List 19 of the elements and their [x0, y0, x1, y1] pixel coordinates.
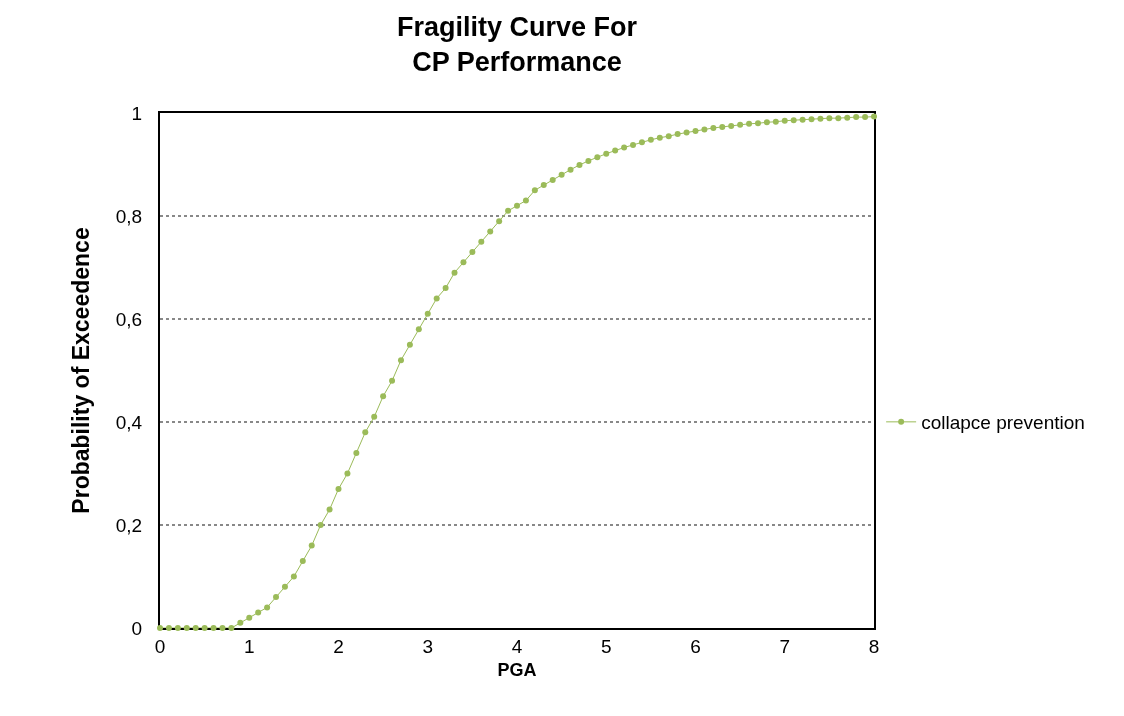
- x-axis-title: PGA: [497, 660, 537, 681]
- x-tick-label: 3: [422, 635, 434, 657]
- x-tick-label: 7: [779, 635, 791, 657]
- x-tick-label: 2: [333, 635, 344, 657]
- y-tick-label: 0,2: [115, 514, 143, 536]
- legend-label: collapce prevention: [921, 412, 1085, 434]
- x-tick-label: 5: [600, 635, 612, 657]
- chart-title: Fragility Curve For CP Performance: [396, 11, 638, 77]
- y-tick-label: 0: [131, 617, 143, 639]
- x-tick-label: 8: [868, 635, 880, 657]
- x-tick-label: 4: [511, 635, 523, 657]
- y-tick-label: 1: [131, 102, 143, 124]
- y-axis-title: Probability of Exceedence: [67, 227, 94, 514]
- y-tick-label: 0,8: [115, 205, 143, 227]
- y-tick-label: 0,6: [115, 308, 143, 330]
- x-tick-label: 1: [243, 635, 255, 657]
- x-tick-label: 0: [154, 635, 166, 657]
- y-tick-label: 0,4: [115, 411, 143, 433]
- x-tick-label: 6: [690, 635, 701, 657]
